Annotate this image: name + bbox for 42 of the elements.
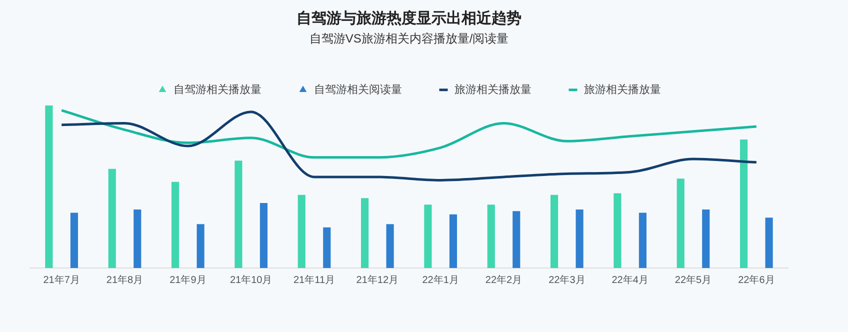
chart-subtitle: 自驾游VS旅游相关内容播放量/阅读量 bbox=[309, 32, 509, 46]
x-tick-label: 21年12月 bbox=[356, 274, 399, 286]
legend-label: 旅游相关播放量 bbox=[584, 82, 661, 96]
bar bbox=[196, 224, 204, 268]
x-tick-label: 21年7月 bbox=[43, 274, 80, 286]
bar bbox=[550, 194, 558, 268]
bar bbox=[512, 211, 520, 268]
legend-label: 自驾游相关播放量 bbox=[174, 82, 262, 96]
legend-label: 旅游相关播放量 bbox=[454, 82, 532, 96]
bar bbox=[487, 204, 495, 268]
bar bbox=[298, 194, 306, 268]
bar bbox=[740, 140, 748, 268]
bar bbox=[424, 204, 432, 268]
x-tick-label: 21年10月 bbox=[230, 274, 272, 286]
x-tick-label: 22年3月 bbox=[548, 274, 586, 286]
bar bbox=[360, 198, 369, 268]
bar bbox=[702, 209, 710, 268]
legend-label: 自驾游相关阅读量 bbox=[314, 82, 402, 96]
bar bbox=[70, 212, 78, 268]
x-tick-label: 22年5月 bbox=[674, 274, 712, 286]
x-tick-label: 22年4月 bbox=[612, 274, 648, 286]
bar bbox=[765, 218, 773, 268]
bar bbox=[234, 160, 242, 268]
bar bbox=[108, 168, 116, 268]
x-tick-label: 21年9月 bbox=[170, 274, 206, 286]
bar bbox=[638, 212, 647, 268]
bar bbox=[386, 224, 394, 268]
chart-title: 自驾游与旅游热度显示出相近趋势 bbox=[296, 9, 522, 28]
bar bbox=[449, 214, 458, 268]
x-tick-label: 22年2月 bbox=[485, 274, 522, 286]
bar bbox=[45, 105, 53, 268]
bar bbox=[260, 202, 268, 268]
bar bbox=[676, 178, 684, 268]
x-tick-label: 22年6月 bbox=[738, 274, 775, 286]
bar bbox=[323, 227, 331, 268]
x-tick-label: 21年8月 bbox=[106, 274, 144, 286]
bar bbox=[171, 182, 180, 268]
x-tick-label: 22年1月 bbox=[422, 274, 459, 286]
bar bbox=[614, 193, 622, 268]
bar bbox=[576, 209, 584, 268]
bar bbox=[134, 209, 142, 268]
x-tick-label: 21年11月 bbox=[293, 274, 336, 286]
